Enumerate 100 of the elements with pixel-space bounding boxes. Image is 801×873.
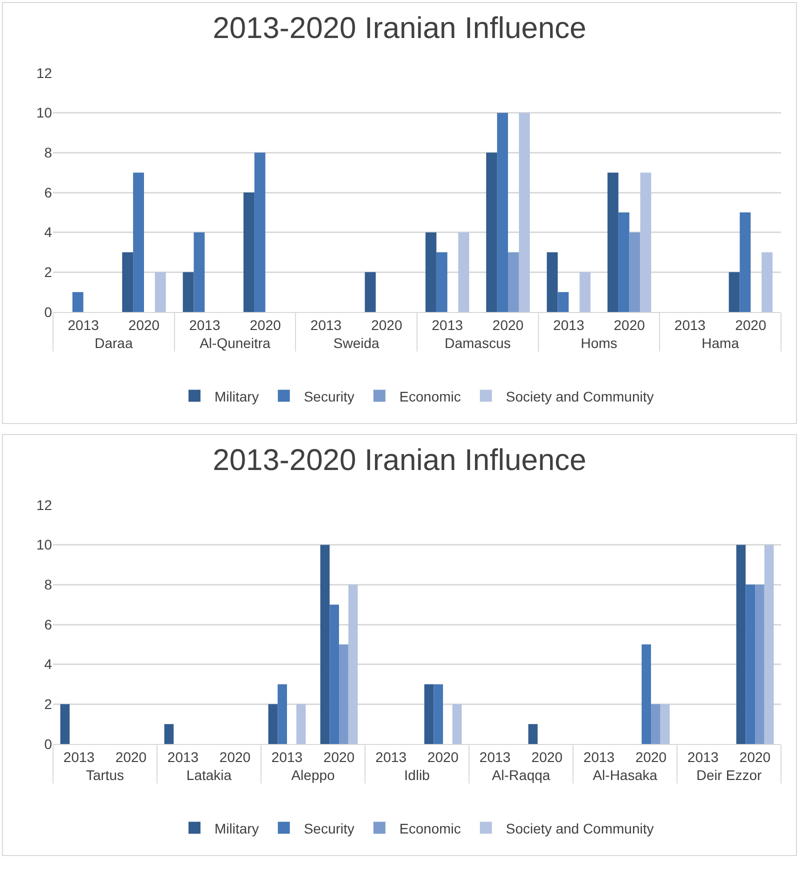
legend-label: Security xyxy=(304,388,354,404)
bar xyxy=(762,252,773,312)
bar xyxy=(497,112,508,312)
y-tick-label: 6 xyxy=(44,184,52,200)
x-tick-label: 2013 xyxy=(583,748,615,765)
y-tick-label: 12 xyxy=(36,496,52,513)
x-tick-label: 2013 xyxy=(310,316,342,333)
bar xyxy=(546,252,558,312)
bar xyxy=(194,232,205,312)
legend-label: Security xyxy=(304,820,354,836)
bar xyxy=(660,704,670,744)
bar xyxy=(728,272,740,312)
y-tick-label: 4 xyxy=(44,224,52,240)
x-tick-label: 2020 xyxy=(614,316,646,333)
text: Homs xyxy=(580,334,618,351)
legend-label: Military xyxy=(214,388,259,404)
bar xyxy=(154,272,166,312)
x-tick-label: 2020 xyxy=(735,316,766,333)
x-tick-label: 2020 xyxy=(739,748,771,765)
legend-label: Society and Community xyxy=(506,388,654,404)
x-tick-label: 2013 xyxy=(553,316,584,333)
bar xyxy=(60,704,70,744)
bar xyxy=(755,584,764,744)
bar xyxy=(764,544,774,744)
bar xyxy=(348,584,358,744)
x-tick-label: 2013 xyxy=(432,316,464,333)
x-tick-label: 2013 xyxy=(687,748,719,765)
text: Latakia xyxy=(186,766,232,783)
x-tick-label: 2020 xyxy=(115,748,147,765)
legend-label: Economic xyxy=(399,388,461,404)
bar xyxy=(122,252,134,312)
y-tick-label: 8 xyxy=(44,576,52,593)
bar xyxy=(278,684,287,744)
legend-label: Society and Community xyxy=(506,820,654,836)
bar xyxy=(436,252,448,312)
bar xyxy=(72,292,84,312)
bar xyxy=(425,232,436,312)
y-tick-label: 0 xyxy=(44,304,52,320)
text: Hama xyxy=(702,334,740,351)
bar xyxy=(254,152,266,312)
x-tick-label: 2020 xyxy=(427,748,459,765)
bar xyxy=(651,704,660,744)
bar xyxy=(518,112,530,312)
bar xyxy=(243,192,254,312)
x-tick-label: 2020 xyxy=(219,748,251,765)
legend-label: Economic xyxy=(399,820,461,836)
chart-title: 2013-2020 Iranian Influence xyxy=(212,444,586,477)
x-tick-label: 2013 xyxy=(674,316,706,333)
text: Al-Raqqa xyxy=(492,766,550,783)
bar xyxy=(558,292,569,312)
bar xyxy=(133,172,144,312)
x-tick-label: 2013 xyxy=(68,316,100,333)
bar xyxy=(320,544,330,744)
bar xyxy=(640,172,652,312)
bar xyxy=(486,152,498,312)
x-tick-label: 2020 xyxy=(323,748,355,765)
bar xyxy=(458,232,470,312)
x-tick-label: 2013 xyxy=(63,748,95,765)
legend-label: Military xyxy=(214,820,259,836)
x-tick-label: 2013 xyxy=(479,748,511,765)
x-tick-label: 2013 xyxy=(375,748,407,765)
x-tick-label: 2020 xyxy=(531,748,563,765)
bar xyxy=(339,644,348,744)
y-tick-label: 6 xyxy=(44,616,52,632)
y-tick-label: 2 xyxy=(44,264,52,280)
x-tick-label: 2013 xyxy=(271,748,303,765)
bar xyxy=(182,272,194,312)
bar xyxy=(642,644,651,744)
text: Damascus xyxy=(444,334,511,351)
bar xyxy=(164,724,174,744)
text: Daraa xyxy=(94,334,133,351)
chart-title: 2013-2020 Iranian Influence xyxy=(212,12,586,45)
bar xyxy=(508,252,519,312)
x-tick-label: 2013 xyxy=(167,748,199,765)
bar xyxy=(434,684,443,744)
bar xyxy=(746,584,755,744)
x-tick-label: 2020 xyxy=(492,316,524,333)
text: Al-Quneitra xyxy=(200,334,271,351)
text: Tartus xyxy=(86,766,124,783)
bar xyxy=(364,272,376,312)
y-tick-label: 10 xyxy=(36,104,52,121)
bar xyxy=(268,704,278,744)
bar xyxy=(618,212,630,312)
x-tick-label: 2020 xyxy=(128,316,160,333)
bar xyxy=(424,684,434,744)
bar xyxy=(629,232,640,312)
text: Aleppo xyxy=(291,766,336,783)
bar xyxy=(736,544,746,744)
y-tick-label: 12 xyxy=(36,64,52,81)
y-tick-label: 10 xyxy=(36,536,52,553)
bar xyxy=(607,172,618,312)
y-tick-label: 0 xyxy=(44,736,52,752)
x-tick-label: 2013 xyxy=(189,316,220,333)
y-tick-label: 2 xyxy=(44,696,52,712)
bar xyxy=(296,704,306,744)
text: Al-Hasaka xyxy=(592,766,658,783)
y-tick-label: 8 xyxy=(44,144,52,161)
bar xyxy=(452,704,462,744)
text: Idlib xyxy=(404,766,430,783)
x-tick-label: 2020 xyxy=(635,748,667,765)
